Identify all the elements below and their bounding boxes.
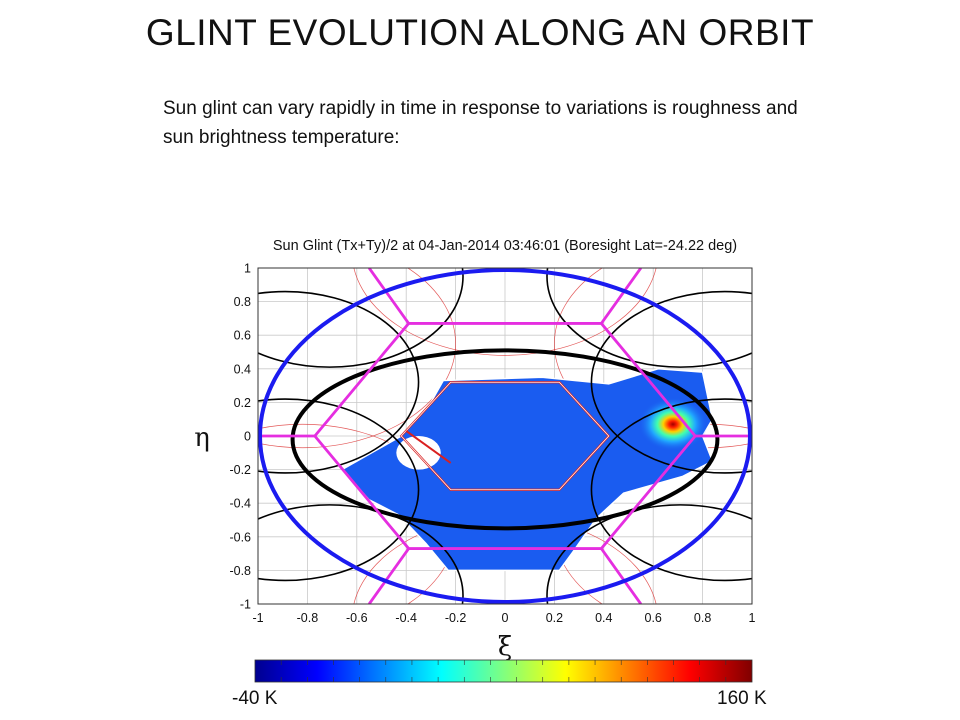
y-tick-label: -1 xyxy=(240,598,251,612)
alias-spoke xyxy=(368,547,410,604)
x-tick-label: 0.2 xyxy=(546,611,563,625)
x-tick-label: 1 xyxy=(749,611,756,625)
x-tick-label: -0.2 xyxy=(445,611,467,625)
y-tick-label: 0.2 xyxy=(234,396,251,410)
x-tick-labels: -1 -0.8 -0.6 -0.4 -0.2 0 0.2 0.4 0.6 0.8 1 xyxy=(252,611,755,625)
x-tick-label: -1 xyxy=(252,611,263,625)
y-tick-label: -0.6 xyxy=(229,530,251,544)
alias-spoke xyxy=(600,547,642,604)
alias-circle-black xyxy=(258,398,420,582)
colorbar xyxy=(254,659,753,683)
x-tick-label: -0.4 xyxy=(395,611,417,625)
y-tick-label: -0.4 xyxy=(229,497,251,511)
slide-title: GLINT EVOLUTION ALONG AN ORBIT xyxy=(145,12,815,53)
alias-spoke xyxy=(368,268,410,325)
alias-circle-black xyxy=(590,290,752,474)
slide-description: Sun glint can vary rapidly in time in re… xyxy=(163,98,798,148)
axes-frame xyxy=(257,267,753,605)
alias-circle-black xyxy=(258,268,464,368)
glint-hotspot xyxy=(638,397,708,452)
earth-limb xyxy=(290,348,720,531)
alias-circle-black xyxy=(258,290,420,474)
x-tick-label: 0.6 xyxy=(645,611,662,625)
blue-field xyxy=(340,368,714,572)
alias-circle-black xyxy=(590,398,752,582)
colorbar-ticks xyxy=(280,660,727,682)
x-tick-label: -0.8 xyxy=(297,611,319,625)
x-tick-label: 0.4 xyxy=(595,611,612,625)
chart-title: Sun Glint (Tx+Ty)/2 at 04-Jan-2014 03:46… xyxy=(273,238,737,254)
colorbar-min-label: -40 K xyxy=(232,688,278,709)
y-tick-label: -0.2 xyxy=(229,463,251,477)
x-tick-label: 0.8 xyxy=(694,611,711,625)
alias-spoke xyxy=(600,268,642,325)
y-tick-label: 0.6 xyxy=(234,329,251,343)
colorbar-max-label: 160 K xyxy=(717,688,767,709)
y-tick-label: 1 xyxy=(244,262,251,276)
y-axis-label: η xyxy=(194,423,210,453)
alias-circle-black xyxy=(258,504,464,604)
x-tick-label: -0.6 xyxy=(346,611,368,625)
x-axis-label: ξ xyxy=(498,632,512,662)
y-tick-label: 0 xyxy=(244,430,251,444)
y-tick-label: -0.8 xyxy=(229,564,251,578)
y-tick-label: 0.8 xyxy=(234,295,251,309)
void-spot xyxy=(396,436,441,470)
alias-circle-black xyxy=(546,268,752,368)
unit-circle-boundary xyxy=(258,268,752,604)
y-tick-label: 0.4 xyxy=(234,362,251,376)
y-tick-labels: -1 -0.8 -0.6 -0.4 -0.2 0 0.2 0.4 0.6 0.8 1 xyxy=(229,262,251,612)
alias-circle-black xyxy=(546,504,752,604)
alias-circle-red xyxy=(258,268,456,449)
inner-diagonal-red xyxy=(405,430,452,464)
alias-circle-red xyxy=(353,268,657,356)
inner-boundary-white xyxy=(400,381,610,491)
x-tick-label: 0 xyxy=(502,611,509,625)
plot-area xyxy=(258,268,752,604)
